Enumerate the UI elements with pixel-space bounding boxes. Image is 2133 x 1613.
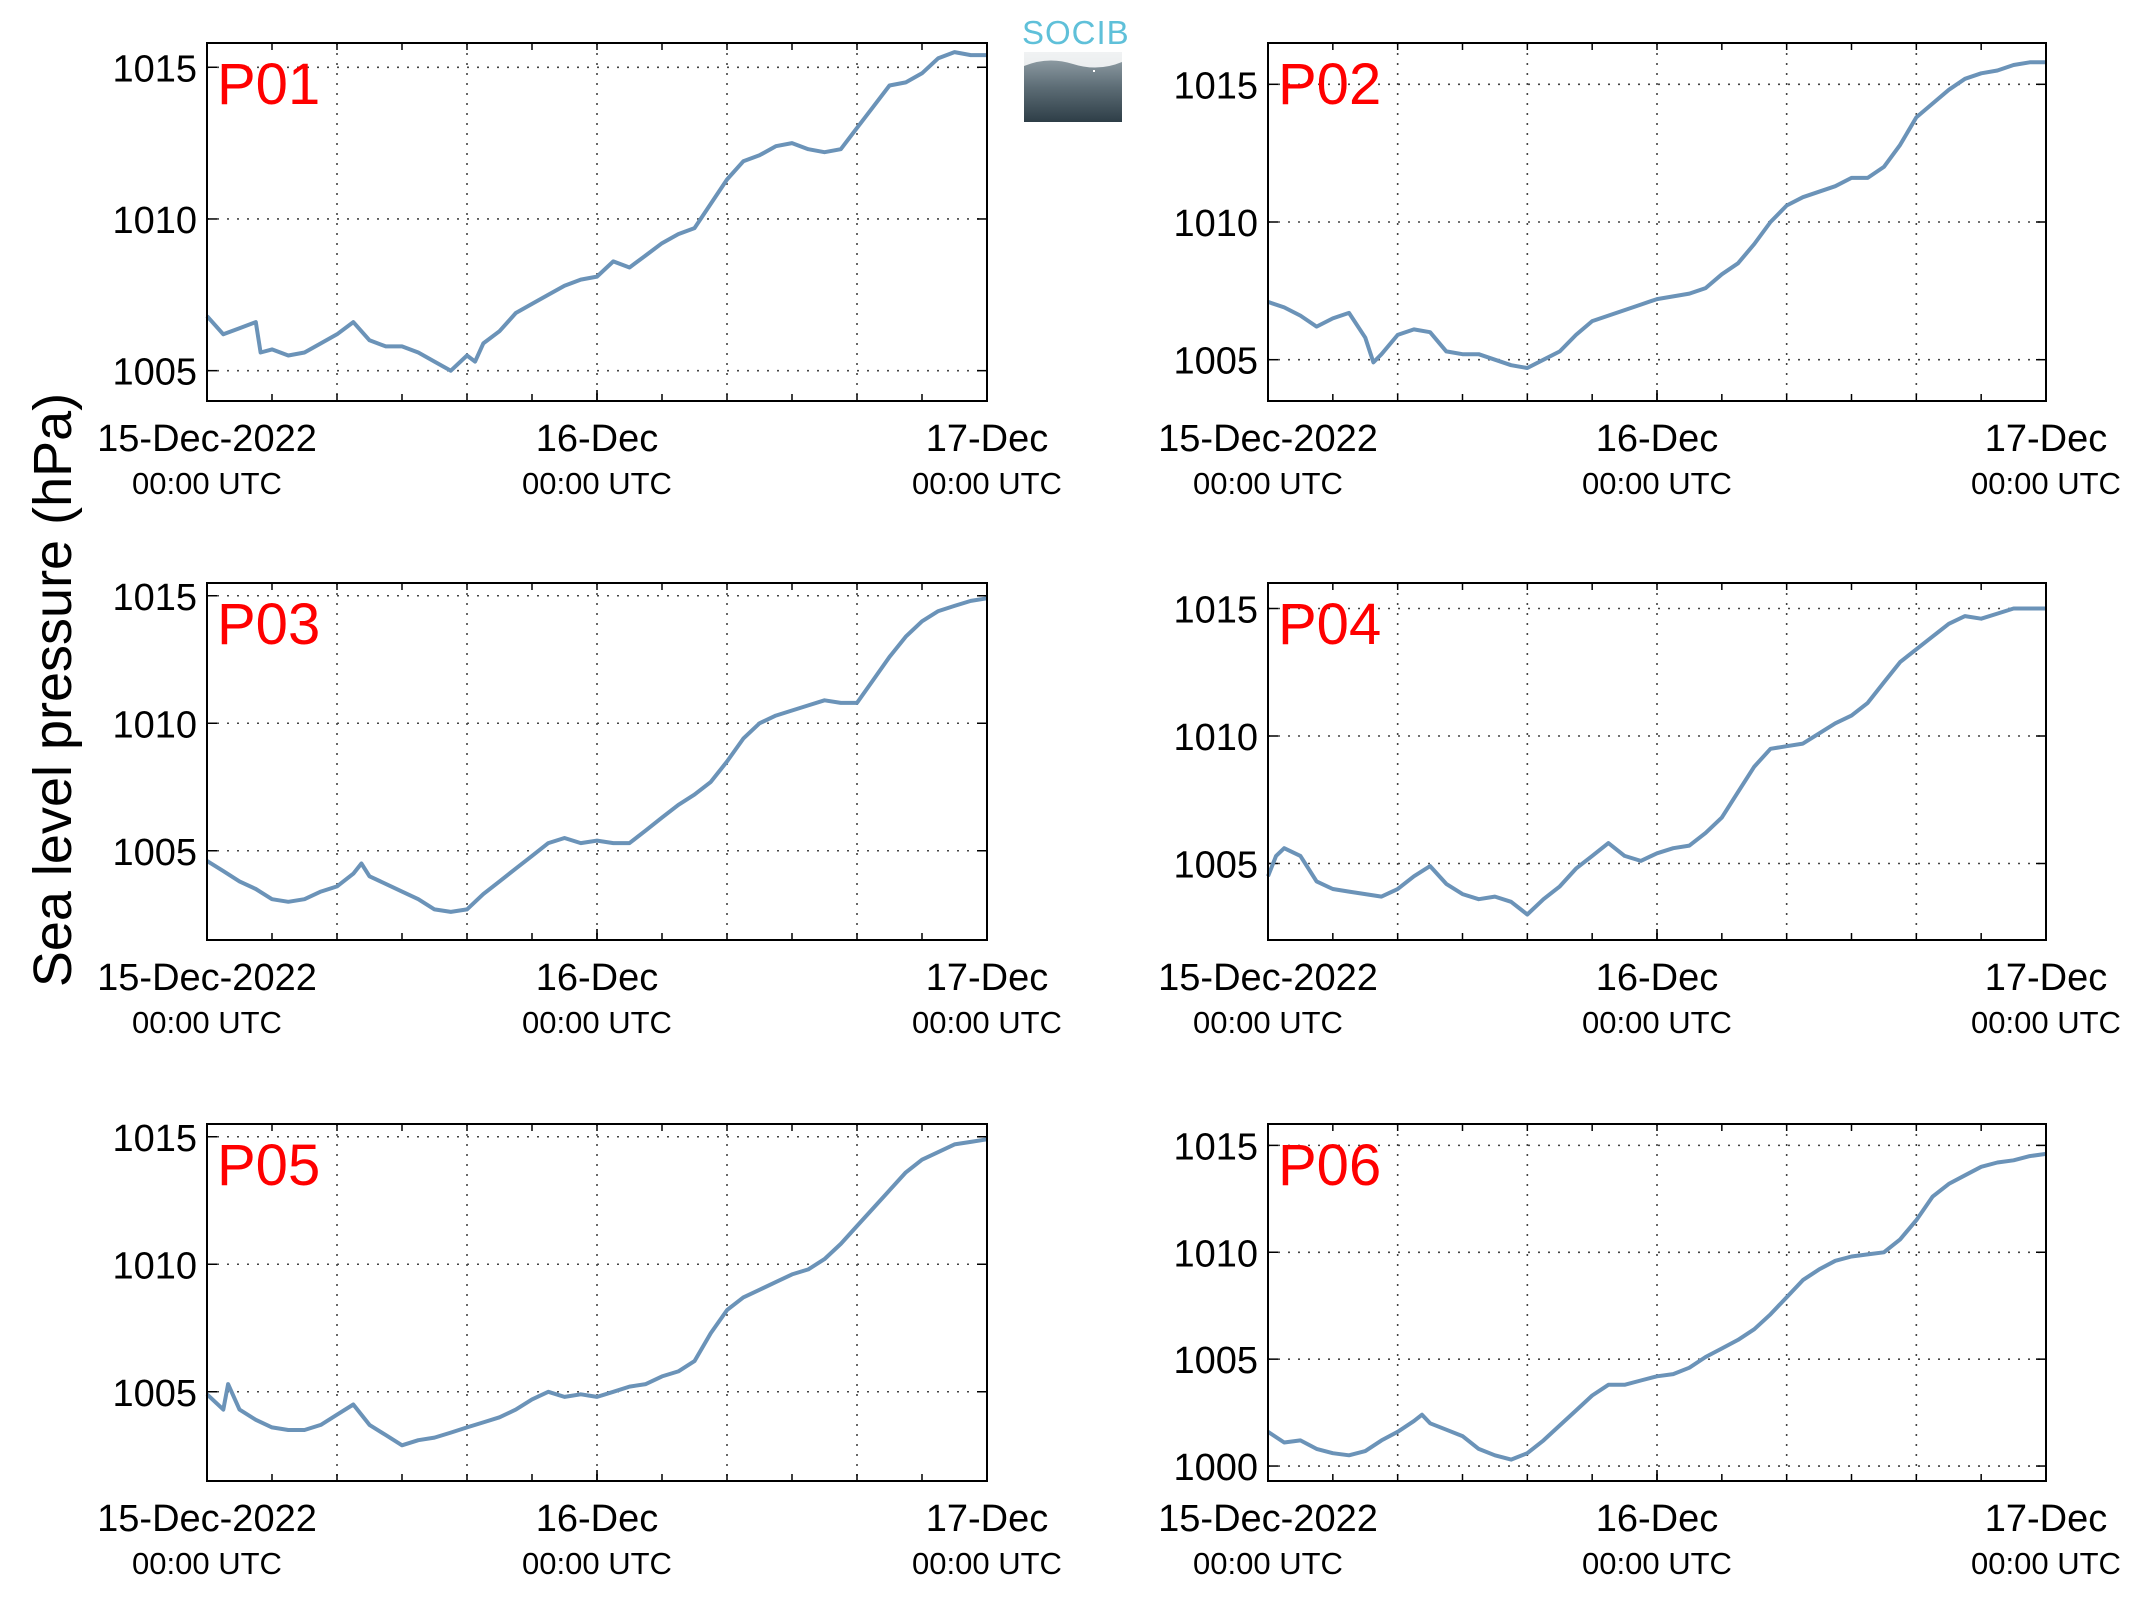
x-tick-label: 17-Dec bbox=[926, 418, 1049, 460]
y-tick-label: 1005 bbox=[1173, 341, 1258, 383]
x-tick-sublabel: 00:00 UTC bbox=[912, 1546, 1062, 1581]
x-tick-label: 15-Dec-2022 bbox=[1158, 957, 1378, 999]
axes-frame bbox=[1267, 42, 2047, 402]
x-tick-label: 16-Dec bbox=[1596, 1498, 1719, 1540]
axes-frame bbox=[206, 1123, 988, 1482]
y-tick-label: 1005 bbox=[1173, 1340, 1258, 1382]
pressure-series-line bbox=[205, 1137, 988, 1448]
axes-frame bbox=[1267, 1123, 2047, 1482]
x-tick-sublabel: 00:00 UTC bbox=[912, 466, 1062, 501]
chart-panel-2: 1005 1010 1015 15-Dec-2022 00:00 UTC 16-Dec 00… bbox=[1158, 42, 2121, 501]
y-tick-label: 1005 bbox=[112, 1373, 197, 1415]
chart-panel-1: 1005 1010 1015 15-Dec-2022 00:00 UTC 16-Dec 00… bbox=[97, 42, 1062, 501]
x-tick-sublabel: 00:00 UTC bbox=[522, 1005, 672, 1040]
x-tick-label: 16-Dec bbox=[1596, 957, 1719, 999]
x-tick-sublabel: 00:00 UTC bbox=[1193, 1546, 1343, 1581]
x-tick-label: 15-Dec-2022 bbox=[97, 418, 317, 460]
pressure-series-line bbox=[205, 596, 988, 914]
y-tick-label: 1015 bbox=[112, 48, 197, 90]
y-tick-label: 1005 bbox=[112, 832, 197, 874]
x-tick-label: 17-Dec bbox=[1985, 1498, 2108, 1540]
panel-label: P03 bbox=[217, 592, 320, 657]
x-tick-label: 17-Dec bbox=[1985, 957, 2108, 999]
pressure-series-line bbox=[1267, 60, 2046, 370]
y-tick-label: 1010 bbox=[1173, 1233, 1258, 1275]
y-tick-label: 1015 bbox=[112, 577, 197, 619]
socib-logo-text: SOCIB bbox=[1022, 14, 1130, 51]
y-tick-label: 1005 bbox=[1173, 845, 1258, 887]
x-tick-label: 16-Dec bbox=[1596, 418, 1719, 460]
x-tick-label: 16-Dec bbox=[536, 957, 659, 999]
pressure-series-line bbox=[1266, 1151, 2047, 1462]
y-tick-label: 1010 bbox=[1173, 203, 1258, 245]
pressure-series-line bbox=[1266, 606, 2046, 917]
x-tick-label: 15-Dec-2022 bbox=[1158, 418, 1378, 460]
x-tick-label: 15-Dec-2022 bbox=[1158, 1498, 1378, 1540]
x-tick-label: 15-Dec-2022 bbox=[97, 957, 317, 999]
y-tick-label: 1010 bbox=[112, 704, 197, 746]
x-tick-sublabel: 00:00 UTC bbox=[522, 466, 672, 501]
x-tick-sublabel: 00:00 UTC bbox=[132, 1005, 282, 1040]
axes-frame bbox=[206, 42, 988, 402]
axes-frame bbox=[1267, 582, 2047, 941]
panel-label: P04 bbox=[1278, 592, 1381, 657]
chart-panel-6: 1000 1005 1010 1015 15-Dec-2022 00:00 UTC 16-D… bbox=[1158, 1123, 2121, 1581]
y-tick-label: 1015 bbox=[1173, 1126, 1258, 1168]
chart-panel-4: 1005 1010 1015 15-Dec-2022 00:00 UTC 16-Dec 00… bbox=[1158, 582, 2121, 1040]
x-tick-sublabel: 00:00 UTC bbox=[912, 1005, 1062, 1040]
x-tick-label: 16-Dec bbox=[536, 418, 659, 460]
chart-panel-5: 1005 1010 1015 15-Dec-2022 00:00 UTC 16-Dec 00… bbox=[97, 1118, 1062, 1581]
pressure-series-line bbox=[205, 50, 987, 373]
x-tick-sublabel: 00:00 UTC bbox=[1971, 1005, 2121, 1040]
x-tick-sublabel: 00:00 UTC bbox=[1971, 466, 2121, 501]
y-tick-label: 1000 bbox=[1173, 1447, 1258, 1489]
x-tick-sublabel: 00:00 UTC bbox=[132, 1546, 282, 1581]
x-tick-sublabel: 00:00 UTC bbox=[132, 466, 282, 501]
panel-label: P05 bbox=[217, 1133, 320, 1198]
y-axis-title-container: Sea level pressure (hPa) bbox=[18, 250, 88, 1130]
x-tick-sublabel: 00:00 UTC bbox=[1582, 466, 1732, 501]
y-tick-label: 1010 bbox=[112, 200, 197, 242]
x-tick-sublabel: 00:00 UTC bbox=[1971, 1546, 2121, 1581]
y-tick-label: 1015 bbox=[112, 1118, 197, 1160]
x-tick-sublabel: 00:00 UTC bbox=[522, 1546, 672, 1581]
y-tick-label: 1015 bbox=[1173, 65, 1258, 107]
x-tick-label: 16-Dec bbox=[536, 1498, 659, 1540]
y-axis-title: Sea level pressure (hPa) bbox=[23, 392, 83, 988]
axes-frame bbox=[206, 582, 988, 941]
panel-label: P01 bbox=[217, 52, 320, 117]
panel-label: P02 bbox=[1278, 52, 1381, 117]
y-tick-label: 1005 bbox=[112, 352, 197, 394]
y-tick-label: 1010 bbox=[112, 1245, 197, 1287]
chart-panel-3: 1005 1010 1015 15-Dec-2022 00:00 UTC 16-Dec 00… bbox=[97, 577, 1062, 1040]
x-tick-sublabel: 00:00 UTC bbox=[1193, 466, 1343, 501]
x-tick-label: 15-Dec-2022 bbox=[97, 1498, 317, 1540]
x-tick-sublabel: 00:00 UTC bbox=[1582, 1005, 1732, 1040]
x-tick-sublabel: 00:00 UTC bbox=[1582, 1546, 1732, 1581]
x-tick-label: 17-Dec bbox=[926, 1498, 1049, 1540]
panel-label: P06 bbox=[1278, 1133, 1381, 1198]
x-tick-sublabel: 00:00 UTC bbox=[1193, 1005, 1343, 1040]
y-tick-label: 1010 bbox=[1173, 717, 1258, 759]
socib-logo: SOCIB bbox=[1022, 14, 1130, 122]
x-tick-label: 17-Dec bbox=[926, 957, 1049, 999]
logo-wave-icon bbox=[1024, 52, 1122, 72]
socib-logo-graphic bbox=[1024, 52, 1122, 122]
x-tick-label: 17-Dec bbox=[1985, 418, 2108, 460]
y-tick-label: 1015 bbox=[1173, 590, 1258, 632]
